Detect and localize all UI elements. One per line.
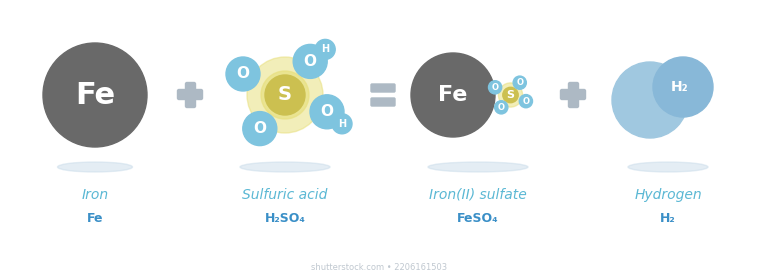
Circle shape — [43, 43, 147, 147]
Text: shutterstock.com • 2206161503: shutterstock.com • 2206161503 — [311, 263, 447, 272]
Text: H₂: H₂ — [660, 211, 676, 225]
Text: Iron: Iron — [81, 188, 108, 202]
Ellipse shape — [628, 162, 708, 172]
Circle shape — [315, 39, 335, 59]
Text: H₂SO₄: H₂SO₄ — [265, 211, 305, 225]
Text: Iron(II) sulfate: Iron(II) sulfate — [429, 188, 527, 202]
Circle shape — [513, 76, 526, 89]
Circle shape — [310, 95, 344, 129]
Circle shape — [247, 57, 323, 133]
Text: O: O — [321, 104, 334, 119]
Text: Fe: Fe — [86, 211, 103, 225]
Text: O: O — [304, 54, 317, 69]
Ellipse shape — [240, 162, 330, 172]
Text: S: S — [506, 90, 515, 100]
Circle shape — [226, 57, 260, 91]
Text: O: O — [522, 97, 529, 106]
Text: H₂: H₂ — [671, 80, 689, 94]
Circle shape — [653, 57, 713, 117]
Text: Fe: Fe — [438, 85, 468, 105]
Circle shape — [519, 95, 533, 108]
Circle shape — [243, 112, 277, 146]
Text: FeSO₄: FeSO₄ — [457, 211, 499, 225]
Circle shape — [499, 83, 522, 107]
Circle shape — [503, 87, 518, 103]
Circle shape — [261, 71, 309, 119]
Circle shape — [265, 75, 305, 115]
Text: H: H — [321, 45, 329, 54]
Text: S: S — [278, 85, 292, 104]
Circle shape — [612, 62, 688, 138]
FancyBboxPatch shape — [186, 83, 196, 108]
FancyBboxPatch shape — [568, 83, 578, 108]
Circle shape — [488, 81, 502, 94]
FancyBboxPatch shape — [371, 84, 395, 92]
Text: Fe: Fe — [75, 81, 115, 109]
Ellipse shape — [428, 162, 528, 172]
Text: O: O — [253, 121, 266, 136]
Circle shape — [495, 101, 508, 114]
Text: O: O — [236, 67, 249, 81]
Circle shape — [411, 53, 495, 137]
Circle shape — [332, 114, 352, 134]
Text: Hydrogen: Hydrogen — [634, 188, 702, 202]
Circle shape — [293, 45, 327, 78]
FancyBboxPatch shape — [371, 98, 395, 106]
Ellipse shape — [58, 162, 133, 172]
Text: Sulfuric acid: Sulfuric acid — [243, 188, 327, 202]
FancyBboxPatch shape — [177, 90, 202, 99]
Text: O: O — [498, 103, 505, 112]
Text: O: O — [492, 83, 499, 92]
FancyBboxPatch shape — [560, 90, 585, 99]
Text: O: O — [516, 78, 523, 87]
Text: H: H — [338, 119, 346, 129]
